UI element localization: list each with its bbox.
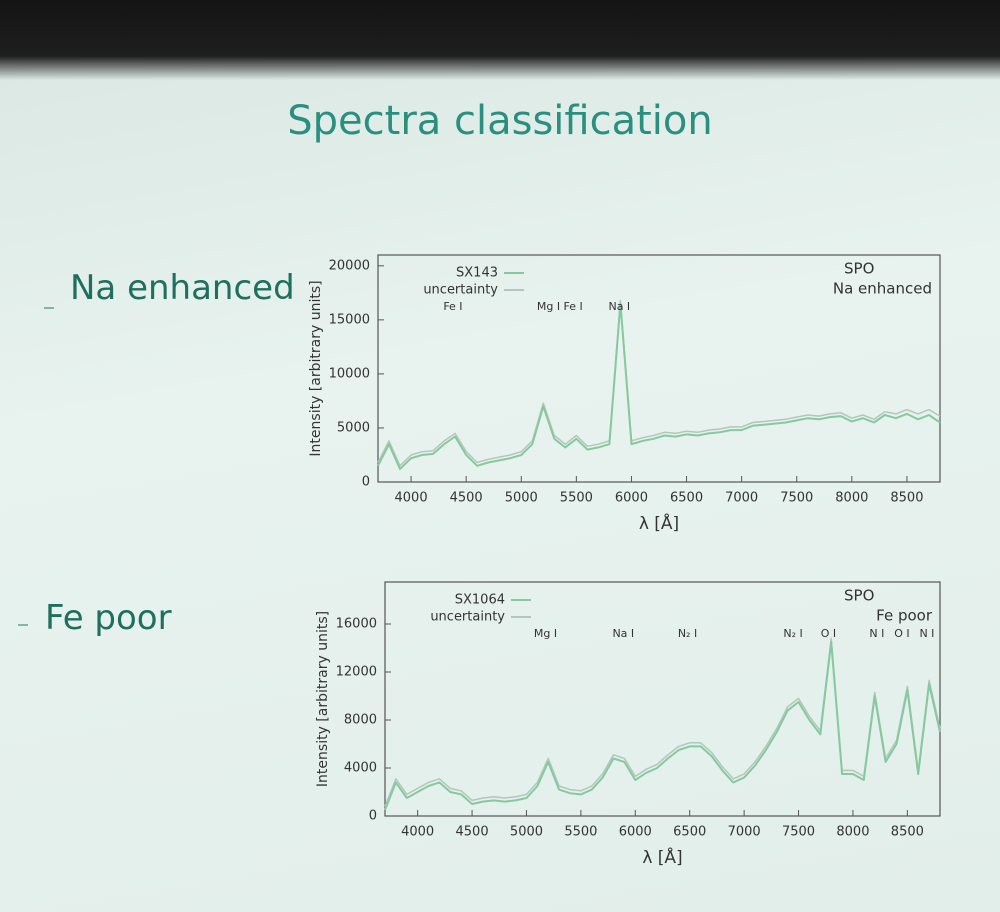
bullet-text: Na enhanced xyxy=(70,268,295,308)
x-axis-label: λ [Å] xyxy=(639,512,679,534)
x-tick-label: 7000 xyxy=(728,825,761,840)
x-tick-label: 5000 xyxy=(505,491,538,506)
y-tick-label: 8000 xyxy=(344,713,377,728)
spectrum-line xyxy=(384,637,941,807)
y-tick-label: 4000 xyxy=(344,761,377,776)
y-tick-label: 16000 xyxy=(336,617,377,632)
x-tick-label: 7000 xyxy=(725,491,758,506)
y-tick-label: 20000 xyxy=(329,258,370,273)
line-label: Mg I Fe I xyxy=(537,300,583,313)
y-tick-label: 0 xyxy=(362,475,370,490)
x-tick-label: 5500 xyxy=(560,491,593,506)
line-label: O I xyxy=(821,627,836,640)
x-tick-label: 8500 xyxy=(890,491,923,506)
line-label: Na I xyxy=(608,300,630,313)
line-label: Mg I xyxy=(534,627,557,640)
line-label: Na I xyxy=(612,627,634,640)
x-tick-label: 6000 xyxy=(615,491,648,506)
line-label: N I xyxy=(919,627,934,640)
legend-label: uncertainty xyxy=(423,283,498,298)
x-tick-label: 7500 xyxy=(782,825,815,840)
y-tick-label: 10000 xyxy=(329,366,370,381)
x-tick-label: 4500 xyxy=(456,825,489,840)
x-tick-label: 6000 xyxy=(619,825,652,840)
y-axis-label: Intensity [arbitrary units] xyxy=(315,611,331,787)
spectrum-line xyxy=(377,302,941,470)
x-tick-label: 8000 xyxy=(836,825,869,840)
plot-frame xyxy=(377,254,941,483)
slide-title: Spectra classification xyxy=(287,98,713,144)
x-tick-label: 8000 xyxy=(835,491,868,506)
bullet-marker xyxy=(44,307,54,309)
spectrum-line xyxy=(377,299,941,467)
bullet-text: Fe poor xyxy=(45,598,172,638)
spectrum-line xyxy=(384,641,941,811)
x-tick-label: 6500 xyxy=(670,491,703,506)
x-tick-label: 5000 xyxy=(510,825,543,840)
legend-label: SX1064 xyxy=(455,593,505,608)
x-tick-label: 5500 xyxy=(564,825,597,840)
legend-label: SX143 xyxy=(456,266,498,281)
y-axis-label: Intensity [arbitrary units] xyxy=(308,280,324,456)
bullet-marker xyxy=(18,624,28,626)
annotation: SPO xyxy=(844,260,874,278)
x-axis-label: λ [Å] xyxy=(642,846,682,868)
x-tick-label: 7500 xyxy=(780,491,813,506)
annotation: Fe poor xyxy=(876,607,933,625)
y-tick-label: 15000 xyxy=(329,312,370,327)
y-tick-label: 12000 xyxy=(336,665,377,680)
x-tick-label: 6500 xyxy=(673,825,706,840)
annotation: Na enhanced xyxy=(833,280,932,298)
line-label: N₂ I xyxy=(783,627,802,640)
x-tick-label: 8500 xyxy=(891,825,924,840)
x-tick-label: 4000 xyxy=(401,825,434,840)
screen-edge xyxy=(0,0,1000,80)
line-label: N I xyxy=(869,627,884,640)
annotation: SPO xyxy=(844,587,874,605)
line-label: O I xyxy=(894,627,909,640)
line-label: Fe I xyxy=(443,300,462,313)
x-tick-label: 4000 xyxy=(395,491,428,506)
legend-label: uncertainty xyxy=(430,610,505,625)
y-tick-label: 0 xyxy=(369,809,377,824)
line-label: N₂ I xyxy=(678,627,697,640)
y-tick-label: 5000 xyxy=(337,420,370,435)
plot-frame xyxy=(384,581,941,817)
x-tick-label: 4500 xyxy=(450,491,483,506)
